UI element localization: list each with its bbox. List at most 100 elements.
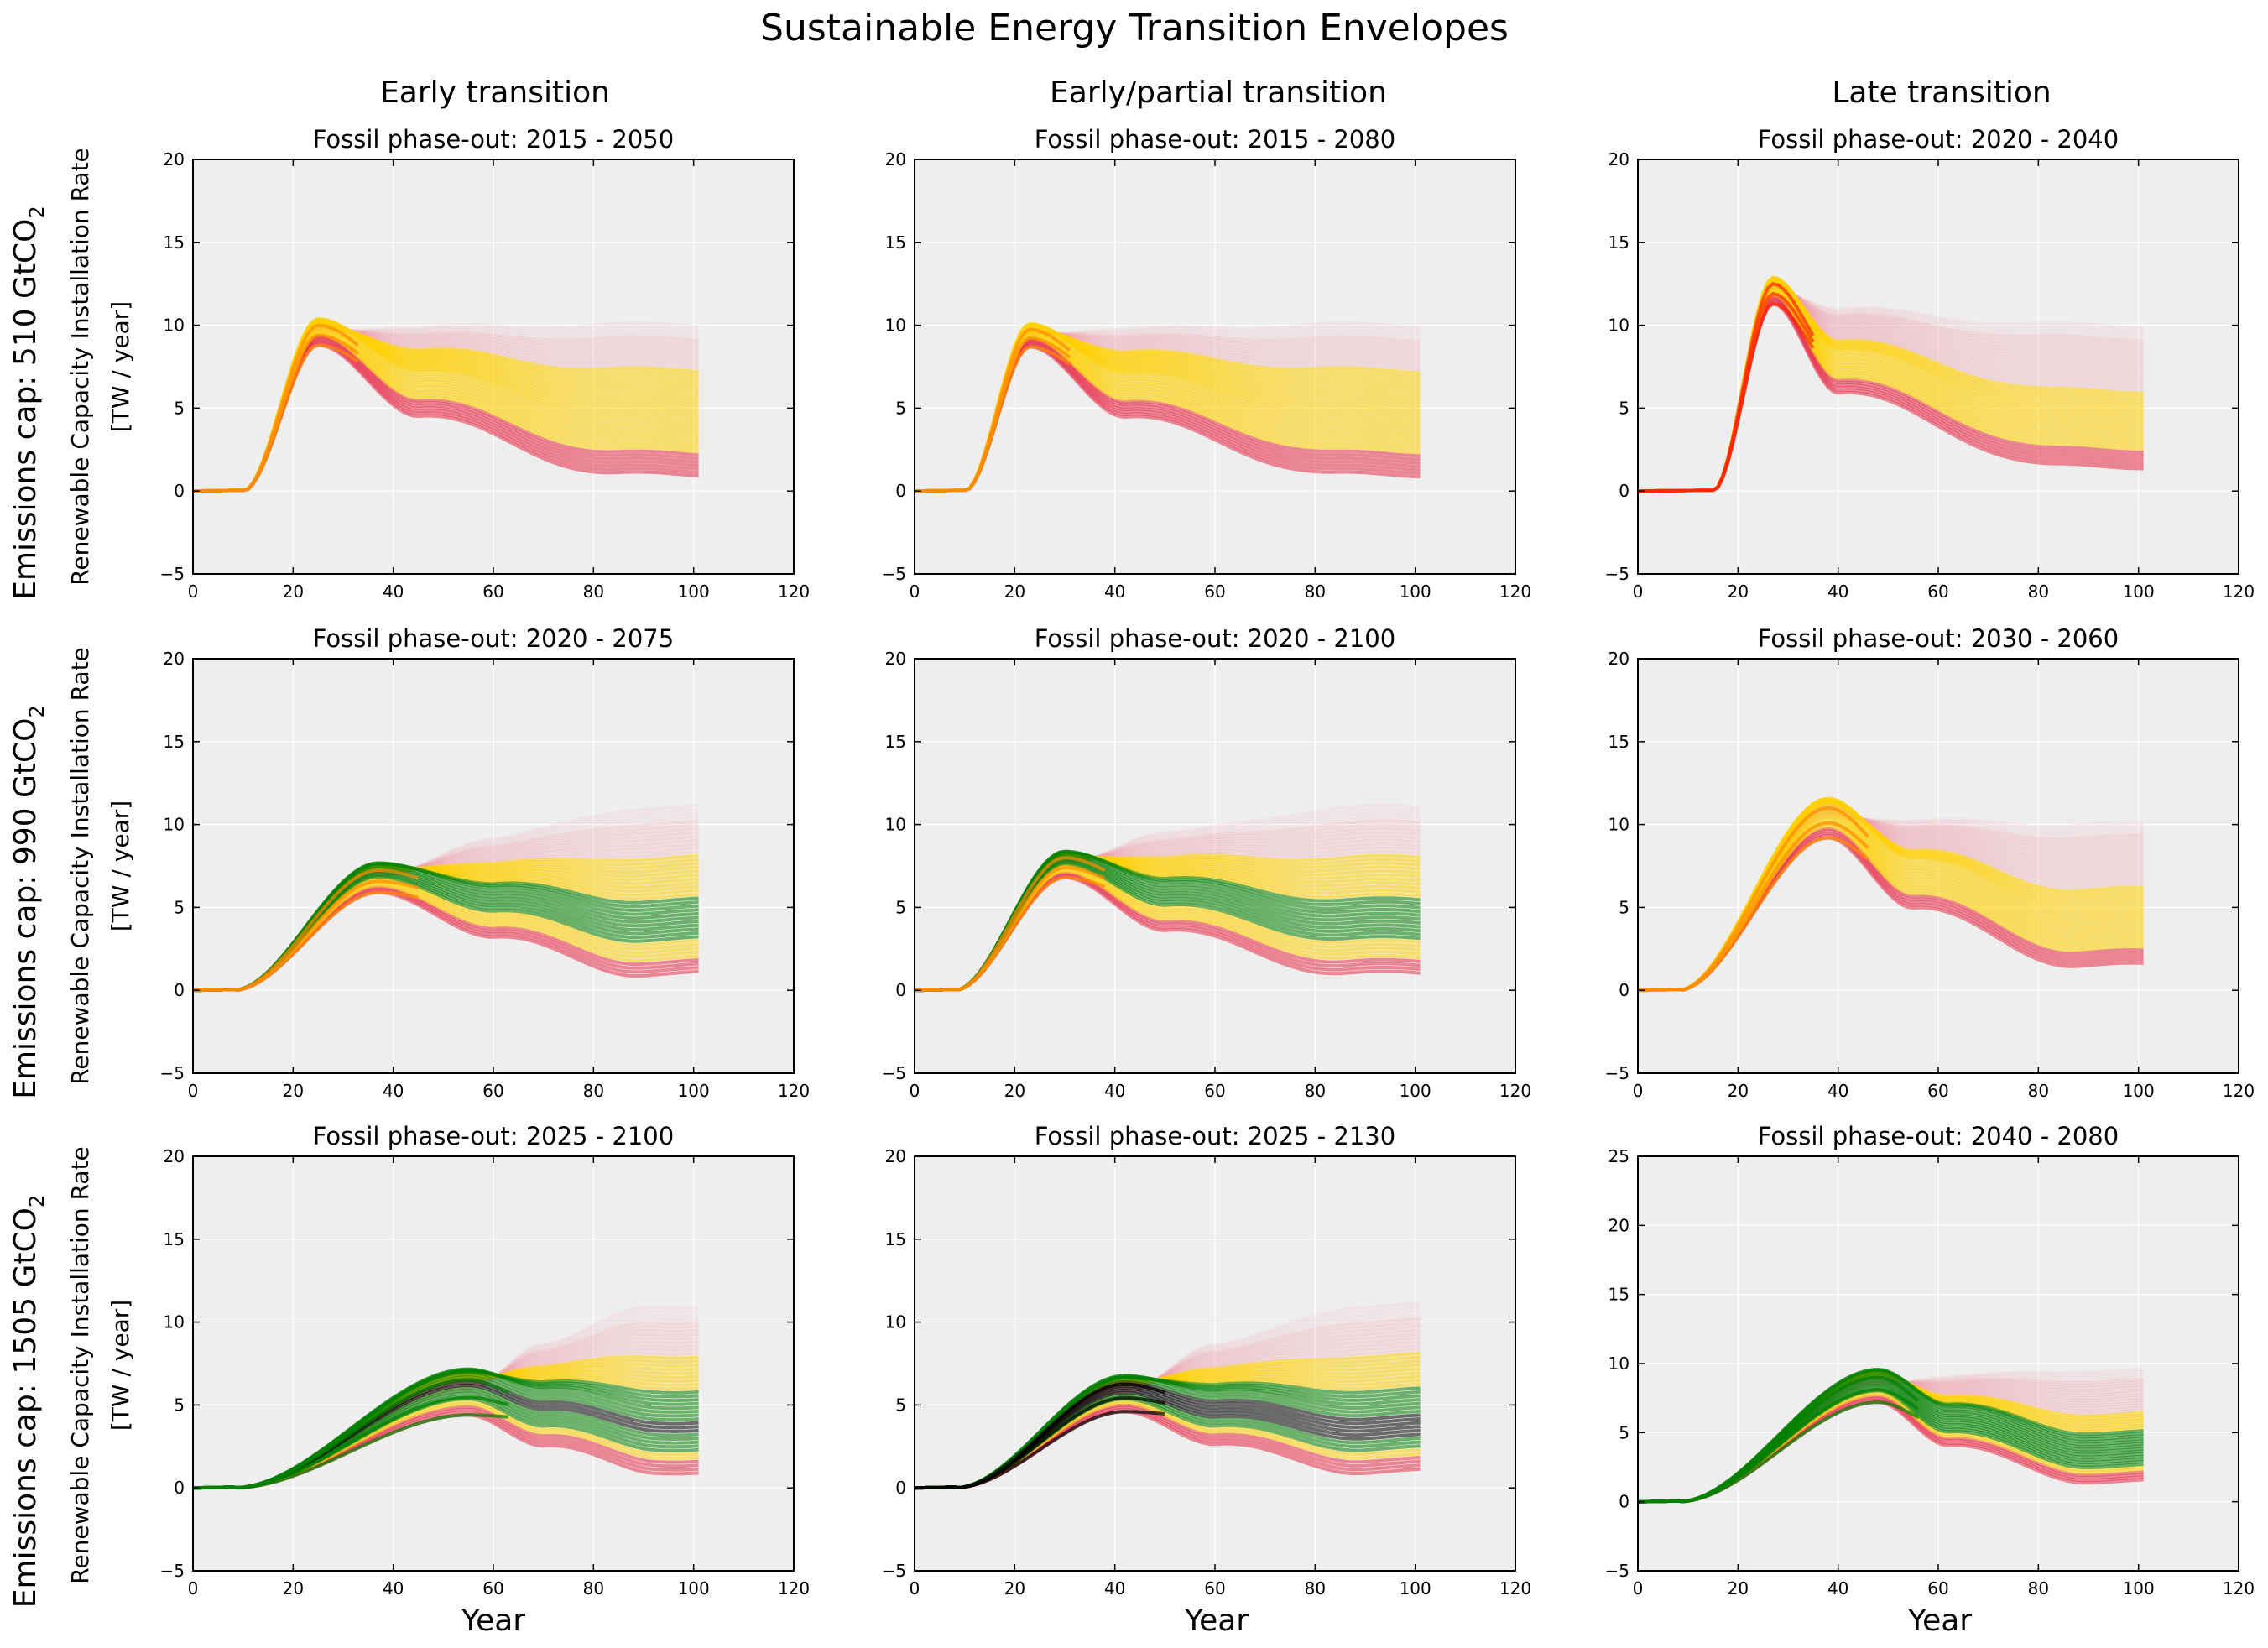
x-tick-label: 20 bbox=[1728, 581, 1749, 602]
x-tick-label: 40 bbox=[1827, 581, 1848, 602]
y-tick-label: 15 bbox=[164, 232, 185, 253]
xlabel-col-2: Year bbox=[1184, 1604, 1249, 1638]
y-tick-label: 5 bbox=[1619, 897, 1629, 917]
x-tick-label: 40 bbox=[383, 581, 404, 602]
x-tick-label: 80 bbox=[2028, 1081, 2049, 1101]
y-tick-label: 15 bbox=[885, 1229, 906, 1249]
core-line bbox=[193, 323, 360, 493]
x-tick-label: 20 bbox=[1004, 1578, 1025, 1598]
y-tick-label: −5 bbox=[882, 1063, 906, 1083]
y-tick-label: 20 bbox=[1608, 1215, 1629, 1235]
x-tick-label: 80 bbox=[583, 1081, 604, 1101]
x-tick-label: 40 bbox=[1104, 1578, 1125, 1598]
x-tick-label: 0 bbox=[910, 581, 920, 602]
x-tick-label: 0 bbox=[910, 1578, 920, 1598]
y-tick-label: 15 bbox=[164, 732, 185, 752]
ylabel-row-1: Renewable Capacity Installation Rate [TW… bbox=[66, 148, 134, 586]
y-tick-label: 5 bbox=[174, 1395, 185, 1415]
panel-title: Fossil phase-out: 2025 - 2130 bbox=[1035, 1122, 1395, 1150]
panel-title: Fossil phase-out: 2025 - 2100 bbox=[313, 1122, 674, 1150]
x-tick-label: 60 bbox=[1204, 581, 1225, 602]
x-tick-label: 20 bbox=[1728, 1578, 1749, 1598]
core-line bbox=[1638, 1375, 1920, 1504]
x-tick-label: 120 bbox=[1499, 1578, 1531, 1598]
y-tick-label: 20 bbox=[885, 149, 906, 169]
y-tick-label: −5 bbox=[1605, 1063, 1629, 1083]
y-tick-label: −5 bbox=[882, 564, 906, 584]
y-tick-label: 10 bbox=[164, 1312, 185, 1332]
y-tick-label: 25 bbox=[1608, 1146, 1629, 1166]
y-tick-label: 20 bbox=[885, 649, 906, 669]
y-tick-label: 0 bbox=[1619, 481, 1629, 501]
core-line bbox=[915, 1382, 1165, 1490]
column-title-early-partial: Early/partial transition bbox=[1050, 76, 1387, 110]
y-tick-label: 5 bbox=[1619, 1422, 1629, 1442]
panel-title: Fossil phase-out: 2030 - 2060 bbox=[1758, 624, 2119, 653]
x-tick-label: 60 bbox=[482, 1081, 503, 1101]
y-tick-label: 10 bbox=[164, 815, 185, 835]
x-tick-label: 120 bbox=[778, 581, 810, 602]
x-tick-label: 80 bbox=[583, 581, 604, 602]
row-label-510: Emissions cap: 510 GtCO2 bbox=[8, 206, 49, 600]
x-tick-label: 100 bbox=[1400, 1578, 1431, 1598]
x-tick-label: 80 bbox=[1305, 1578, 1326, 1598]
y-tick-label: 5 bbox=[895, 897, 906, 917]
x-tick-label: 20 bbox=[283, 581, 304, 602]
x-tick-label: 100 bbox=[1400, 581, 1431, 602]
x-tick-label: 60 bbox=[1927, 1081, 1948, 1101]
column-title-early: Early transition bbox=[380, 76, 610, 110]
y-tick-label: 5 bbox=[1619, 398, 1629, 418]
y-tick-label: 20 bbox=[1608, 649, 1629, 669]
x-tick-label: 60 bbox=[1927, 1578, 1948, 1598]
y-tick-label: 5 bbox=[174, 897, 185, 917]
y-tick-label: 20 bbox=[164, 649, 185, 669]
svg-text:[TW / year]: [TW / year] bbox=[107, 1300, 134, 1431]
svg-text:Emissions cap: 1505 GtCO2: Emissions cap: 1505 GtCO2 bbox=[8, 1195, 49, 1608]
y-tick-label: −5 bbox=[160, 564, 185, 584]
svg-text:Renewable Capacity Installatio: Renewable Capacity Installation Rate bbox=[66, 1146, 94, 1584]
series-group bbox=[193, 804, 699, 993]
y-tick-label: 5 bbox=[895, 398, 906, 418]
svg-text:Renewable Capacity Installatio: Renewable Capacity Installation Rate bbox=[66, 647, 94, 1085]
y-tick-label: 20 bbox=[885, 1146, 906, 1166]
y-tick-label: 15 bbox=[885, 232, 906, 253]
ylabel-row-3: Renewable Capacity Installation Rate [TW… bbox=[66, 1146, 134, 1584]
xlabel-col-3: Year bbox=[1907, 1604, 1972, 1638]
y-tick-label: 10 bbox=[885, 1312, 906, 1332]
y-tick-label: 0 bbox=[895, 481, 906, 501]
series-group bbox=[915, 803, 1421, 993]
x-tick-label: 80 bbox=[1305, 1081, 1326, 1101]
x-tick-label: 100 bbox=[1400, 1081, 1431, 1101]
x-tick-label: 20 bbox=[1004, 581, 1025, 602]
panel-title: Fossil phase-out: 2040 - 2080 bbox=[1758, 1122, 2119, 1150]
figure-title: Sustainable Energy Transition Envelopes bbox=[760, 7, 1509, 50]
core-line bbox=[193, 868, 420, 993]
x-tick-label: 40 bbox=[1827, 1578, 1848, 1598]
y-tick-label: 0 bbox=[895, 1478, 906, 1498]
x-tick-label: 40 bbox=[1104, 581, 1125, 602]
x-tick-label: 40 bbox=[383, 1081, 404, 1101]
x-tick-label: 100 bbox=[678, 581, 710, 602]
x-tick-label: 0 bbox=[910, 1081, 920, 1101]
y-tick-label: 0 bbox=[174, 1478, 185, 1498]
row-label-990: Emissions cap: 990 GtCO2 bbox=[8, 705, 49, 1099]
y-tick-label: −5 bbox=[160, 1561, 185, 1581]
x-tick-label: 20 bbox=[1728, 1081, 1749, 1101]
y-tick-label: 15 bbox=[1608, 1285, 1629, 1305]
y-tick-label: 10 bbox=[885, 815, 906, 835]
x-tick-label: 120 bbox=[2223, 581, 2255, 602]
svg-text:Emissions cap: 510 GtCO2: Emissions cap: 510 GtCO2 bbox=[8, 206, 49, 600]
x-tick-label: 120 bbox=[1499, 581, 1531, 602]
x-tick-label: 0 bbox=[188, 1081, 199, 1101]
x-tick-label: 100 bbox=[2123, 1578, 2155, 1598]
y-tick-label: −5 bbox=[160, 1063, 185, 1083]
panel-title: Fossil phase-out: 2015 - 2080 bbox=[1035, 125, 1395, 154]
y-tick-label: 10 bbox=[1608, 815, 1629, 835]
y-tick-label: 0 bbox=[895, 980, 906, 1000]
